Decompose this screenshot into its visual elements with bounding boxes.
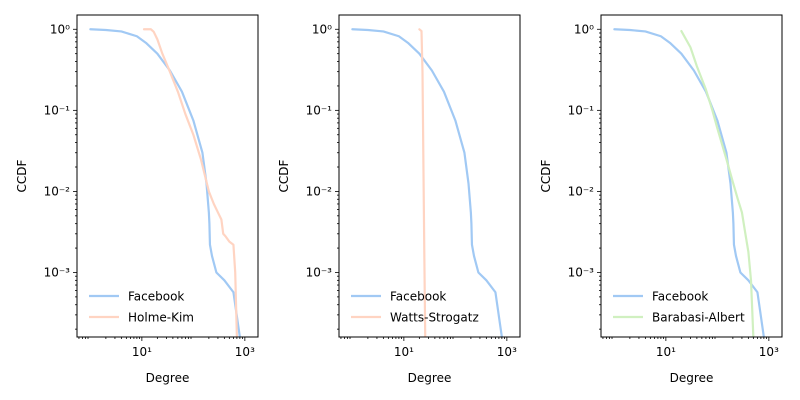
x-tick-label: 10³	[497, 345, 517, 359]
series-line-holme-kim	[142, 28, 238, 337]
chart-panel-3: 10¹ 10³ 10⁰ 10⁻¹ 10⁻² 10⁻³ Degree CCDF Facebook B…	[539, 14, 783, 385]
legend-label: Facebook	[390, 290, 446, 304]
legend: Facebook Watts-Strogatz	[351, 290, 479, 325]
legend-label: Barabasi-Albert	[652, 311, 745, 325]
y-tick-label: 10⁻³	[306, 265, 333, 279]
axes-frame	[338, 14, 521, 338]
legend-label: Facebook	[652, 290, 708, 304]
x-tick-label: 10³	[759, 345, 779, 359]
x-tick-label: 10¹	[132, 345, 152, 359]
y-tick-label: 10⁻¹	[44, 103, 71, 117]
axes-frame	[600, 14, 783, 338]
x-axis-label: Degree	[670, 371, 714, 385]
y-axis-label: CCDF	[277, 159, 291, 192]
y-tick-label: 10⁻²	[306, 184, 333, 198]
y-tick-label: 10⁻³	[44, 265, 71, 279]
y-tick-label: 10⁻³	[568, 265, 595, 279]
legend: Facebook Barabasi-Albert	[613, 290, 745, 325]
axes-frame	[76, 14, 259, 338]
legend-label: Facebook	[128, 290, 184, 304]
y-tick-label: 10⁻²	[568, 184, 595, 198]
y-axis-label: CCDF	[15, 159, 29, 192]
x-axis-label: Degree	[408, 371, 452, 385]
series-line-watts-strogatz	[418, 28, 427, 337]
series-line-facebook	[89, 28, 241, 337]
legend: Facebook Holme-Kim	[89, 290, 194, 325]
y-axis-label: CCDF	[539, 159, 553, 192]
series-line-barabasi-albert	[680, 29, 755, 337]
series-line-facebook	[351, 28, 503, 337]
chart-panel-2: 10¹ 10³ 10⁰ 10⁻¹ 10⁻² 10⁻³ Degree CCDF Facebook W…	[277, 14, 521, 385]
x-tick-label: 10³	[235, 345, 255, 359]
y-tick-label: 10⁻¹	[568, 103, 595, 117]
y-tick-label: 10⁰	[574, 22, 594, 36]
series-line-facebook	[613, 28, 765, 337]
legend-label: Watts-Strogatz	[390, 311, 479, 325]
y-tick-label: 10⁰	[312, 22, 332, 36]
x-axis-label: Degree	[146, 371, 190, 385]
y-tick-label: 10⁰	[50, 22, 70, 36]
x-tick-label: 10¹	[656, 345, 676, 359]
x-tick-label: 10¹	[394, 345, 414, 359]
y-tick-label: 10⁻¹	[306, 103, 333, 117]
y-tick-label: 10⁻²	[44, 184, 71, 198]
chart-panel-1: 10¹ 10³ 10⁰ 10⁻¹ 10⁻² 10⁻³ Degree CCDF Facebook H…	[15, 14, 259, 385]
legend-label: Holme-Kim	[128, 311, 194, 325]
